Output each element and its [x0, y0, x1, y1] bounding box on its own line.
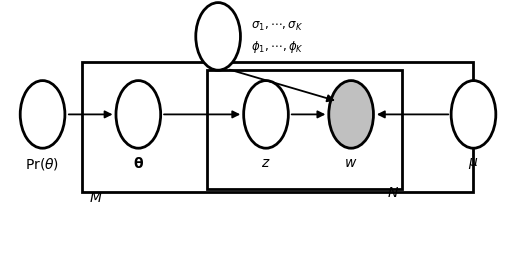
Text: $\phi_1, \cdots, \phi_K$: $\phi_1, \cdots, \phi_K$: [251, 39, 304, 55]
Text: Pr($\theta$): Pr($\theta$): [26, 156, 60, 172]
Text: $N$: $N$: [387, 186, 400, 200]
Text: $z$: $z$: [261, 156, 271, 170]
Bar: [207, 70, 402, 188]
Ellipse shape: [116, 81, 161, 148]
Text: $\sigma_1, \cdots, \sigma_K$: $\sigma_1, \cdots, \sigma_K$: [251, 20, 303, 32]
Ellipse shape: [329, 81, 373, 148]
Ellipse shape: [196, 3, 240, 70]
Text: $w$: $w$: [344, 156, 358, 170]
Text: $\mathbf{\theta}$: $\mathbf{\theta}$: [133, 156, 144, 171]
Ellipse shape: [20, 81, 65, 148]
Ellipse shape: [451, 81, 496, 148]
Text: $M$: $M$: [89, 191, 103, 205]
Ellipse shape: [244, 81, 288, 148]
Text: $\mu$: $\mu$: [468, 156, 479, 171]
Bar: [82, 62, 473, 192]
